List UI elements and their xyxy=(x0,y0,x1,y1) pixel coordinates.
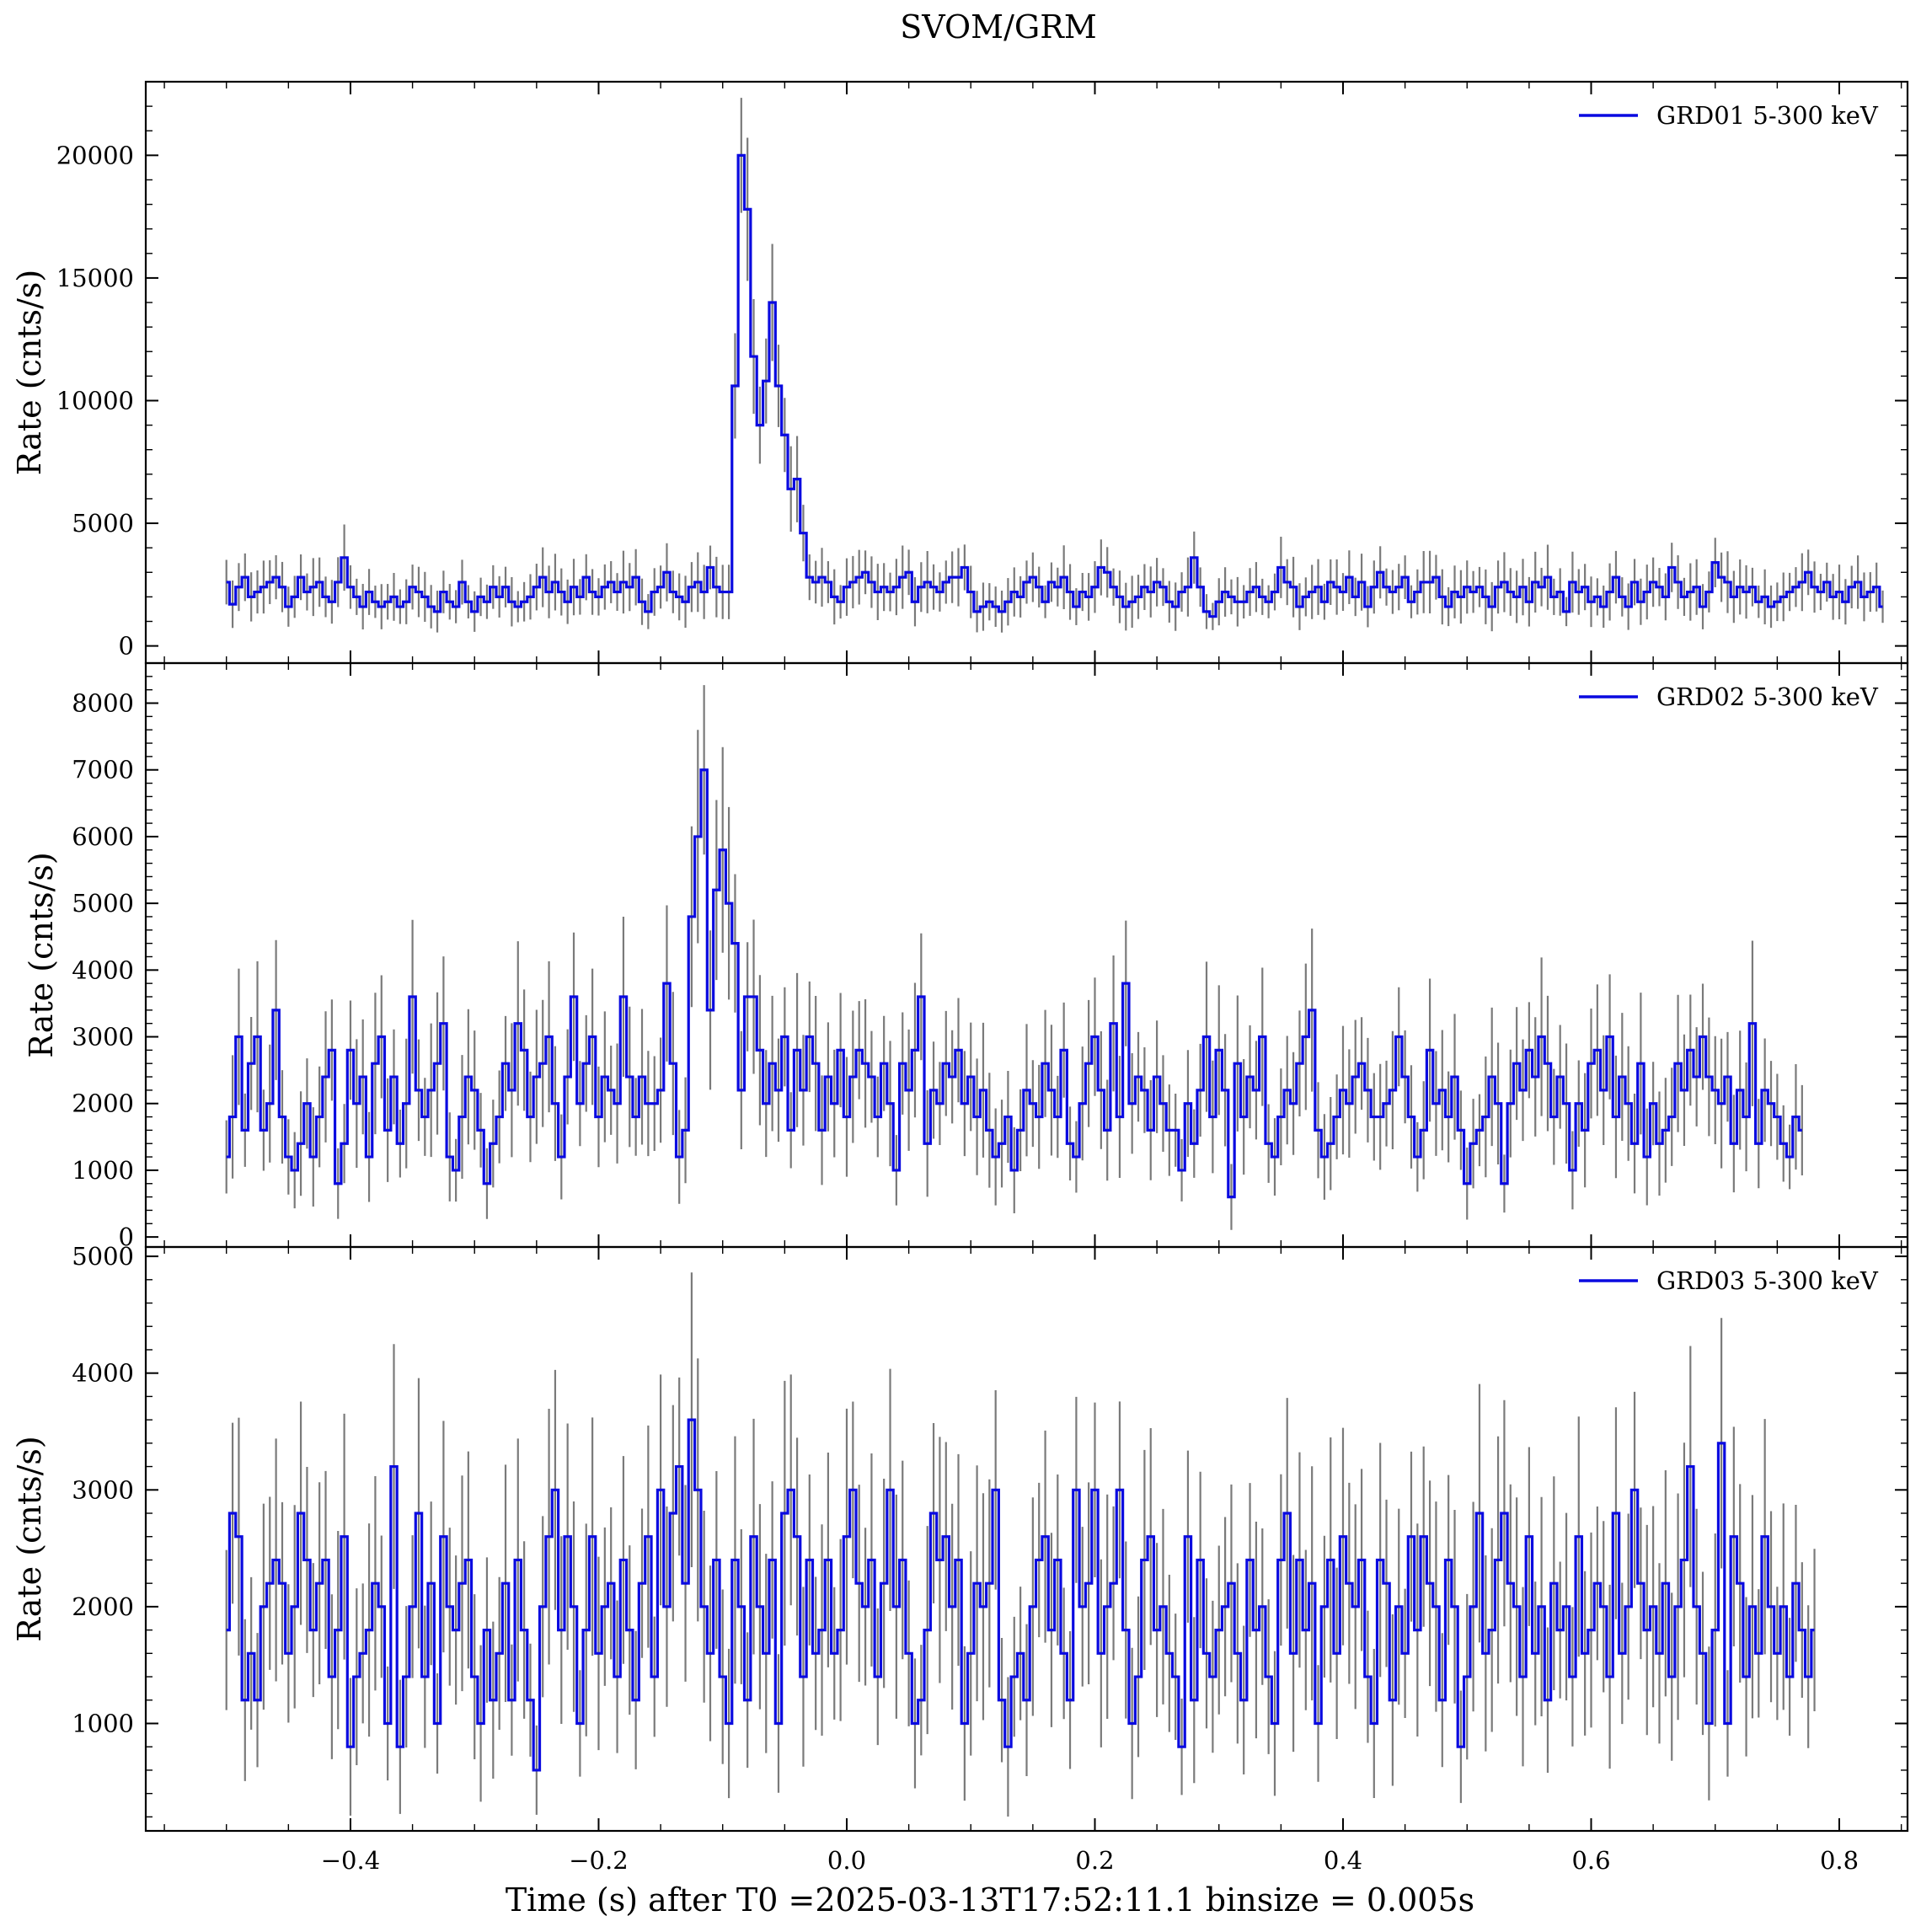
error-bars xyxy=(225,685,1803,1230)
y-tick-label: 2000 xyxy=(72,1089,134,1118)
y-tick-label: 0 xyxy=(119,1223,134,1251)
error-bars xyxy=(225,98,1884,633)
x-tick-label: 0.2 xyxy=(1075,1846,1114,1875)
y-tick-label: 6000 xyxy=(72,822,134,851)
x-tick-label: 0.6 xyxy=(1571,1846,1610,1875)
y-tick-label: 8000 xyxy=(72,689,134,718)
panel-3: −0.4 −0.2 0.0 0.2 0.4 0.6 0.8 1000 2000 3000 4000 5… xyxy=(11,1242,1909,1875)
panel-2: 0 1000 2000 3000 4000 5000 6000 7000 8000 Rate (c… xyxy=(23,661,1909,1251)
series-line xyxy=(226,153,1883,618)
legend: GRD03 5-300 keV xyxy=(1579,1266,1879,1295)
series-line xyxy=(226,768,1802,1199)
x-tick-label: 0.4 xyxy=(1324,1846,1362,1875)
y-tick-label: 4000 xyxy=(72,955,134,984)
y-tick-label: 0 xyxy=(119,632,134,661)
y-tick-label: 2000 xyxy=(72,1592,134,1621)
legend-label: GRD01 5-300 keV xyxy=(1656,101,1879,130)
y-ticks xyxy=(146,662,1908,1239)
x-tick-label: 0.0 xyxy=(827,1846,866,1875)
y-tick-label: 1000 xyxy=(72,1709,134,1737)
x-ticks xyxy=(163,1247,1902,1831)
legend: GRD02 5-300 keV xyxy=(1579,682,1879,711)
y-tick-label: 15000 xyxy=(56,264,134,292)
y-tick-label: 4000 xyxy=(72,1359,134,1388)
x-ticks xyxy=(163,82,1902,663)
legend-label: GRD03 5-300 keV xyxy=(1656,1266,1879,1295)
y-tick-label: 7000 xyxy=(72,756,134,784)
legend-label: GRD02 5-300 keV xyxy=(1656,682,1879,711)
panel-1: 0 5000 10000 15000 20000 Rate (cnts/s) GRD01 5… xyxy=(11,80,1909,665)
y-axis-label: Rate (cnts/s) xyxy=(23,852,60,1057)
y-tick-label: 3000 xyxy=(72,1475,134,1504)
y-ticks xyxy=(146,1255,1908,1818)
y-ticks xyxy=(146,81,1908,647)
y-axis-label: Rate (cnts/s) xyxy=(11,1436,48,1641)
y-tick-label: 3000 xyxy=(72,1023,134,1052)
axes-frame xyxy=(144,661,1909,1249)
x-tick-label: 0.8 xyxy=(1820,1846,1859,1875)
y-axis-label: Rate (cnts/s) xyxy=(11,270,48,475)
y-tick-label: 5000 xyxy=(72,1242,134,1271)
y-tick-label: 10000 xyxy=(56,386,134,415)
axes-frame xyxy=(144,1245,1909,1833)
y-tick-label: 1000 xyxy=(72,1156,134,1185)
figure-title: SVOM/GRM xyxy=(900,8,1097,45)
series-line xyxy=(226,1418,1815,1772)
x-ticks xyxy=(163,663,1902,1247)
legend: GRD01 5-300 keV xyxy=(1579,101,1879,130)
y-tick-label: 5000 xyxy=(72,889,134,918)
y-tick-label: 20000 xyxy=(56,141,134,169)
x-tick-label: −0.2 xyxy=(569,1846,628,1875)
x-axis-label: Time (s) after T0 =2025-03-13T17:52:11.1… xyxy=(506,1881,1474,1919)
x-tick-label: −0.4 xyxy=(321,1846,380,1875)
y-tick-label: 5000 xyxy=(72,509,134,538)
